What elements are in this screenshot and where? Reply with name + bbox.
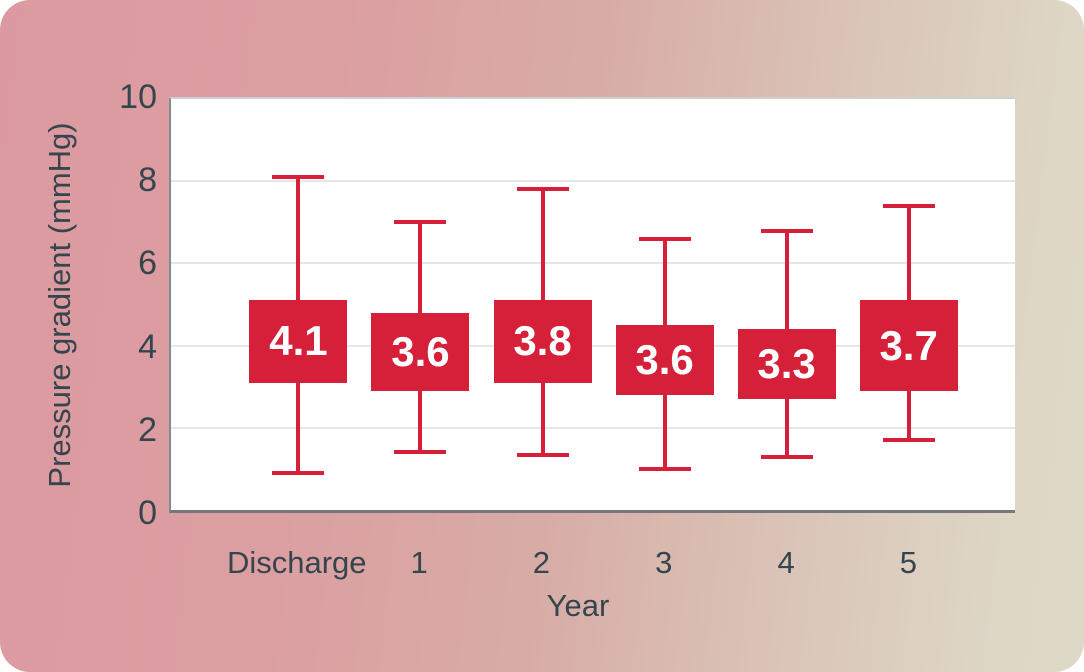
plot-area: 4.1 3.6 3.8 3.6 3.3 3.7 (169, 97, 1015, 513)
x-tick-label-1: 1 (410, 545, 428, 580)
mean-box-1: 3.6 (371, 312, 470, 391)
mean-value-label: 3.6 (635, 335, 694, 383)
whisker-cap-bottom-4 (760, 454, 813, 459)
y-tick-label-10: 10 (119, 78, 157, 116)
data-columns-layer: 4.1 3.6 3.8 3.6 3.3 3.7 (171, 99, 1015, 510)
whisker-cap-top-5 (882, 203, 935, 208)
y-tick-label-6: 6 (138, 244, 157, 283)
x-tick-label-4: 4 (777, 545, 795, 580)
y-tick-label-4: 4 (138, 327, 157, 366)
y-tick-label-8: 8 (138, 161, 157, 200)
mean-box-3: 3.6 (615, 325, 714, 395)
x-tick-label-2: 2 (532, 545, 551, 580)
mean-value-label: 3.8 (513, 317, 572, 365)
x-tick-label-3: 3 (655, 545, 673, 580)
whisker-cap-bottom-2 (516, 452, 569, 457)
whisker-cap-top-3 (638, 236, 691, 241)
y-tick-label-2: 2 (138, 410, 157, 449)
gridlines-layer (171, 99, 1015, 510)
mean-value-label: 3.7 (879, 321, 938, 369)
whisker-cap-bottom-5 (882, 438, 935, 443)
grid-line-4 (171, 344, 1015, 347)
x-axis-tick-labels: Discharge 1 2 3 4 5 (169, 546, 1015, 586)
x-axis-title: Year (546, 588, 610, 623)
whisker-cap-bottom-1 (394, 450, 447, 455)
mean-box-Discharge: 4.1 (249, 300, 348, 383)
mean-box-5: 3.7 (859, 300, 958, 391)
whisker-cap-top-4 (760, 228, 813, 233)
whisker-cap-top-1 (394, 220, 447, 225)
whisker-cap-bottom-Discharge (272, 471, 325, 475)
mean-box-4: 3.3 (737, 329, 836, 400)
whisker-cap-bottom-3 (638, 466, 691, 471)
grid-line-8 (171, 180, 1015, 183)
whisker-cap-top-2 (516, 187, 569, 192)
y-axis-title: Pressure gradient (mmHg) (42, 122, 77, 488)
mean-value-label: 3.6 (391, 327, 450, 375)
whisker-cap-top-Discharge (272, 175, 325, 180)
mean-box-2: 3.8 (493, 300, 592, 383)
grid-line-6 (171, 262, 1015, 265)
x-tick-label-5: 5 (899, 545, 918, 580)
x-tick-label-discharge: Discharge (226, 545, 367, 580)
mean-value-label: 4.1 (269, 317, 328, 365)
grid-line-2 (171, 426, 1015, 429)
mean-value-label: 3.3 (757, 340, 816, 388)
y-tick-label-0: 0 (138, 494, 157, 532)
